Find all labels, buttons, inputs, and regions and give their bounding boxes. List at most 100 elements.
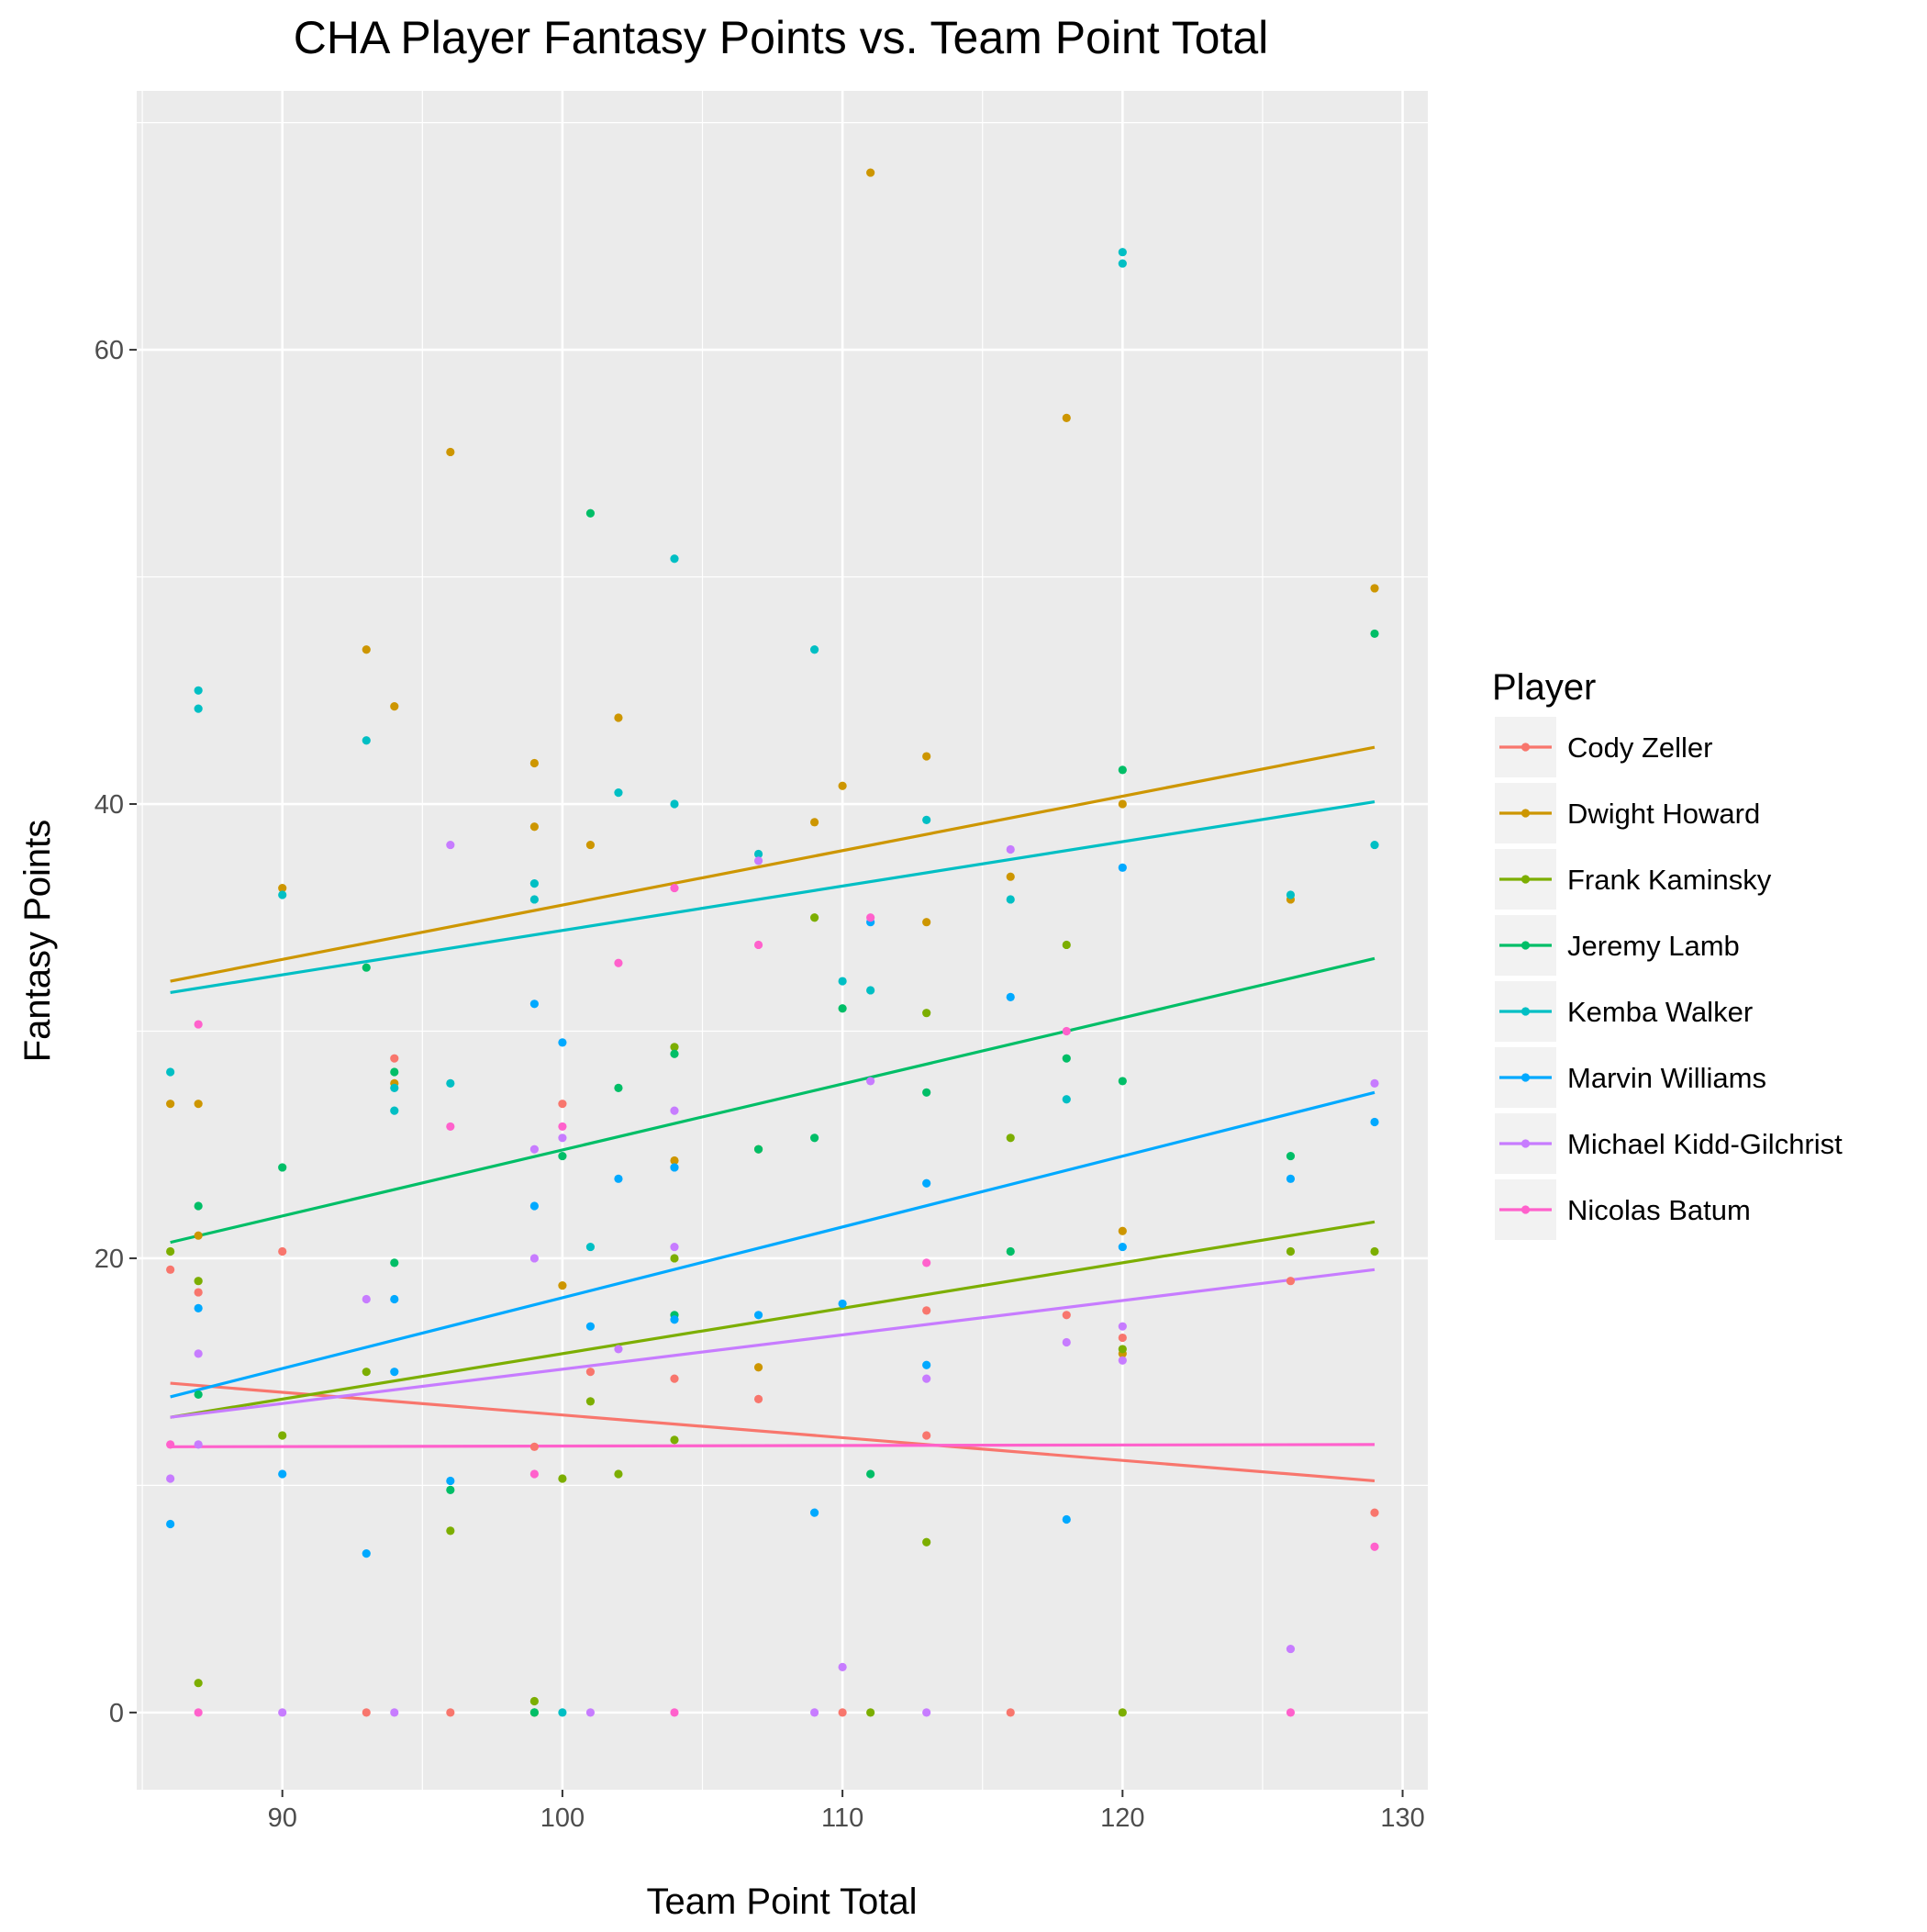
data-point xyxy=(753,849,763,859)
x-tick-label: 90 xyxy=(268,1804,297,1833)
legend-item-frank-kaminsky: Frank Kaminsky xyxy=(1495,849,1772,910)
data-point xyxy=(585,1368,596,1377)
data-point xyxy=(529,758,539,768)
y-tick-label: 60 xyxy=(95,336,124,365)
data-point xyxy=(1118,1708,1127,1717)
data-point xyxy=(753,1363,763,1372)
fit-line-nicolas-batum xyxy=(170,1443,1376,1448)
legend-key-point xyxy=(1520,809,1531,818)
series-michael-kidd-gilchrist xyxy=(166,840,1379,1717)
data-point xyxy=(922,1431,931,1440)
data-point xyxy=(1286,890,1296,899)
data-point xyxy=(753,1394,763,1403)
legend-label: Nicolas Batum xyxy=(1567,1194,1751,1226)
data-point xyxy=(558,1474,567,1483)
data-point xyxy=(446,840,455,850)
data-point xyxy=(278,1708,287,1717)
data-point xyxy=(529,1000,539,1009)
grid-minor xyxy=(137,91,1428,1790)
legend-item-nicolas-batum: Nicolas Batum xyxy=(1495,1179,1751,1240)
data-point xyxy=(614,788,623,798)
data-point xyxy=(1062,1054,1071,1063)
data-point xyxy=(529,822,539,832)
data-point xyxy=(1286,1174,1296,1183)
data-point xyxy=(866,168,875,177)
data-point xyxy=(753,856,763,865)
data-point xyxy=(166,1474,175,1483)
data-point xyxy=(866,986,875,995)
data-point xyxy=(922,1306,931,1315)
legend-label: Kemba Walker xyxy=(1567,996,1753,1028)
grid-major xyxy=(137,91,1428,1790)
data-point xyxy=(1118,248,1127,257)
data-point xyxy=(585,1397,596,1406)
data-point xyxy=(1370,840,1379,850)
data-point xyxy=(194,1020,203,1029)
data-point xyxy=(922,918,931,927)
legend-label: Cody Zeller xyxy=(1567,731,1713,764)
data-point xyxy=(922,1258,931,1268)
data-point xyxy=(362,1549,371,1558)
fit-lines xyxy=(170,745,1376,1483)
legend-key-point xyxy=(1520,1139,1531,1148)
data-point xyxy=(166,1265,175,1274)
data-point xyxy=(922,1088,931,1097)
data-point xyxy=(1286,1246,1296,1256)
data-point xyxy=(278,1431,287,1440)
data-point xyxy=(194,1679,203,1688)
fit-line-cody-zeller xyxy=(170,1381,1376,1483)
data-point xyxy=(809,645,819,654)
data-point xyxy=(670,1043,679,1052)
legend-label: Michael Kidd-Gilchrist xyxy=(1567,1128,1843,1160)
x-tick-label: 100 xyxy=(540,1804,585,1833)
data-point xyxy=(809,818,819,827)
data-point xyxy=(1118,1226,1127,1235)
data-point xyxy=(922,1537,931,1547)
data-point xyxy=(446,447,455,457)
fit-line-marvin-williams xyxy=(170,1090,1376,1399)
data-point xyxy=(558,1100,567,1109)
data-point xyxy=(194,1231,203,1240)
data-point xyxy=(1062,1514,1071,1524)
data-point xyxy=(585,1322,596,1331)
data-point xyxy=(670,883,679,893)
data-point xyxy=(1370,1508,1379,1517)
data-point xyxy=(585,1708,596,1717)
data-point xyxy=(670,1163,679,1172)
data-point xyxy=(194,1100,203,1109)
data-point xyxy=(809,1134,819,1143)
data-point xyxy=(558,1151,567,1161)
data-point xyxy=(558,1122,567,1132)
data-point xyxy=(194,686,203,695)
data-point xyxy=(1370,1246,1379,1256)
data-point xyxy=(922,752,931,761)
fit-line-frank-kaminsky xyxy=(170,1220,1376,1419)
data-point xyxy=(670,1374,679,1383)
data-point xyxy=(585,508,596,518)
data-point xyxy=(670,1708,679,1717)
data-point xyxy=(558,1708,567,1717)
data-point xyxy=(390,1368,399,1377)
y-axis-label: Fantasy Points xyxy=(17,820,58,1063)
data-point xyxy=(390,1054,399,1063)
data-point xyxy=(1006,872,1015,881)
data-point xyxy=(194,1303,203,1312)
data-point xyxy=(558,1134,567,1143)
data-point xyxy=(194,1708,203,1717)
data-point xyxy=(1118,1077,1127,1086)
data-point xyxy=(194,1288,203,1297)
data-point xyxy=(585,1242,596,1252)
data-point xyxy=(529,1696,539,1706)
data-point xyxy=(1370,1078,1379,1088)
y-tick-label: 0 xyxy=(109,1699,124,1728)
data-point xyxy=(670,1049,679,1058)
series-jeremy-lamb xyxy=(194,508,1379,1717)
x-tick-label: 130 xyxy=(1380,1804,1424,1833)
data-point xyxy=(529,895,539,904)
data-point xyxy=(194,1440,203,1449)
fit-line-jeremy-lamb xyxy=(170,956,1376,1245)
legend-items: Cody Zeller Dwight Howard Frank Kaminsky Je… xyxy=(1495,717,1843,1240)
data-point xyxy=(278,883,287,893)
data-point xyxy=(838,1004,847,1013)
data-point xyxy=(1118,1356,1127,1365)
